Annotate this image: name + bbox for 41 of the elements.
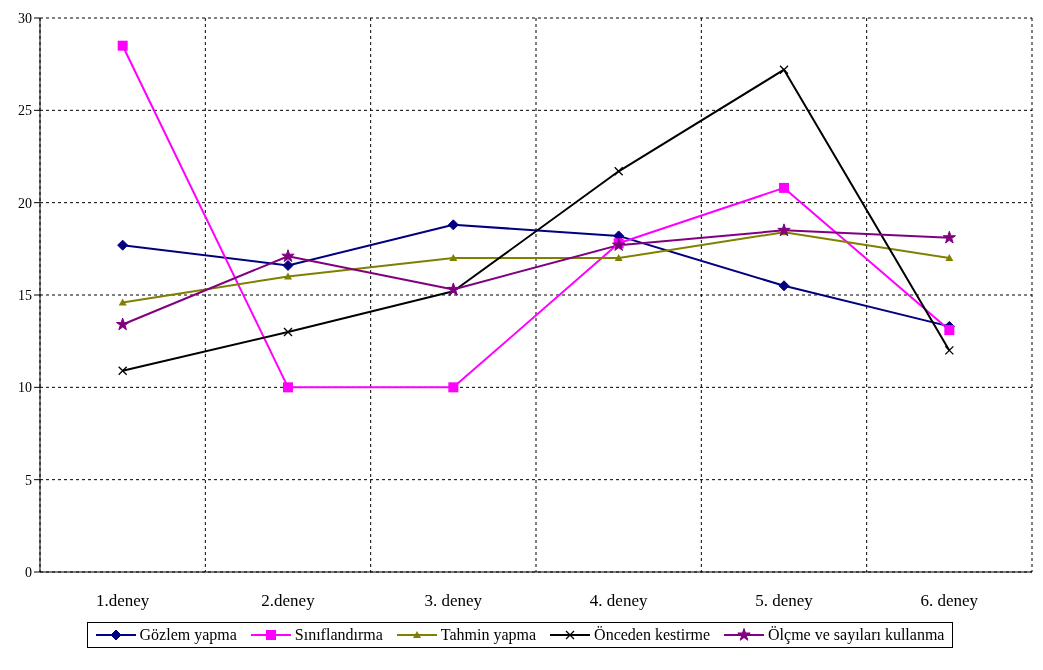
point (614, 254, 623, 262)
point (942, 230, 957, 244)
point (779, 182, 789, 193)
point (283, 327, 293, 337)
x-tick-label: 2.deney (261, 591, 316, 611)
point (448, 382, 459, 393)
point (944, 345, 954, 356)
point (446, 282, 461, 296)
legend-label: Sınıflandırma (294, 626, 383, 644)
point (944, 325, 955, 336)
y-tick-label: 20 (18, 195, 32, 211)
point (281, 249, 295, 262)
point (449, 254, 458, 262)
point (284, 272, 292, 280)
point (282, 259, 294, 271)
point (777, 223, 791, 237)
y-tick-label: 30 (18, 10, 32, 26)
x-tick-label: 5. deney (755, 591, 814, 611)
point (447, 219, 459, 231)
x-tick-label: 6. deney (920, 591, 979, 611)
y-tick-label: 5 (25, 472, 32, 488)
point (779, 65, 789, 75)
legend-label: Ölçme ve sayıları kullanma (768, 626, 945, 644)
point (283, 382, 293, 393)
y-tick-label: 25 (18, 103, 32, 119)
point (614, 166, 624, 176)
x-tick-label: 1.deney (95, 591, 150, 611)
y-tick-label: 0 (25, 564, 32, 580)
point (118, 366, 128, 376)
legend-label: Tahmin yapma (440, 626, 537, 644)
x-tick-label: 4. deney (589, 591, 648, 611)
y-tick-label: 15 (18, 287, 32, 303)
point (117, 40, 128, 51)
y-tick-label: 10 (18, 380, 32, 396)
legend-label: Gözlem yapma (139, 626, 237, 644)
point (115, 317, 130, 331)
x-tick-label: 3. deney (424, 591, 483, 611)
point (945, 254, 954, 262)
point (778, 280, 790, 292)
legend-label: Önceden kestirme (594, 626, 711, 644)
point (117, 239, 129, 251)
